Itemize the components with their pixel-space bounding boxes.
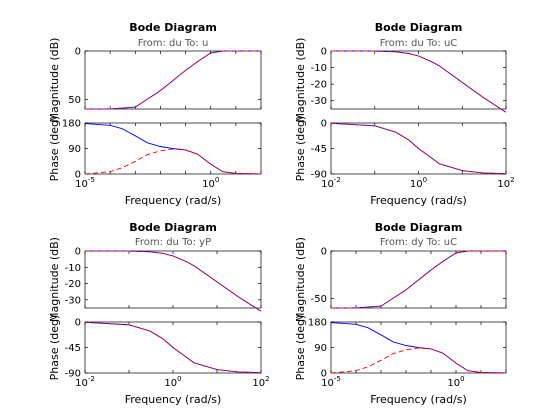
phase-ylabel: Phase (deg): [294, 315, 307, 381]
x-tick-label: 10-2: [321, 176, 341, 190]
magnitude-ylabel: Magnitude (dB): [48, 38, 61, 123]
x-tick-label: 10-2: [75, 375, 95, 389]
phase-ylabel: Phase (deg): [294, 116, 307, 182]
y-tick-label: 0: [75, 47, 81, 58]
phase-axes: 180 90 0 Phase (deg): [294, 315, 507, 381]
plot-title: Bode Diagram: [375, 221, 463, 234]
phase-series-line-2: [84, 148, 262, 175]
y-tick-label: 0: [321, 247, 327, 258]
phase-axes: 0 -45 -90 Phase (deg): [48, 315, 262, 381]
plot-subtitle: From: du To: yP: [135, 237, 211, 248]
x-tick-label: 100: [410, 176, 427, 190]
y-tick-label: 0: [75, 318, 81, 329]
magnitude-ylabel: Magnitude (dB): [294, 237, 307, 322]
y-tick-label: 90: [314, 343, 327, 354]
magnitude-ylabel: Magnitude (dB): [294, 38, 307, 123]
plot-title: Bode Diagram: [375, 21, 463, 34]
y-tick-label: -50: [311, 294, 327, 305]
y-tick-label: -90: [311, 170, 327, 181]
magnitude-axes: 0 -10 -20 -30 Magnitude (dB): [294, 38, 507, 123]
y-tick-label: 0: [321, 369, 327, 380]
phase-series-line-2: [84, 321, 262, 374]
x-tick-label: 10-5: [321, 375, 341, 389]
y-tick-label: -10: [65, 263, 81, 274]
magnitude-axes: 0 -50 Magnitude (dB): [294, 237, 507, 322]
magnitude-frame: [330, 50, 507, 110]
magnitude-axes: 0 -10 -20 -30 Magnitude (dB): [48, 237, 262, 322]
phase-ylabel: Phase (deg): [48, 315, 61, 381]
y-tick-label: -45: [311, 144, 327, 155]
magnitude-ylabel: Magnitude (dB): [48, 237, 61, 322]
x-axis-label: Frequency (rad/s): [125, 393, 222, 406]
x-tick-label: 100: [164, 375, 181, 389]
magnitude-series-line-2: [331, 50, 507, 113]
y-tick-label: 0: [321, 47, 327, 58]
x-tick-label: 10-5: [75, 176, 95, 190]
magnitude-series-line-2: [85, 250, 262, 312]
y-tick-label: 50: [68, 95, 81, 106]
x-axis-label: Frequency (rad/s): [370, 194, 467, 207]
bode-plot-1: Bode Diagram From: du To: u 0 50 Magnitude (…: [48, 21, 262, 207]
magnitude-frame: [84, 250, 262, 309]
y-tick-label: 0: [75, 170, 81, 181]
plot-title: Bode Diagram: [129, 221, 217, 234]
x-tick-label: 102: [497, 176, 514, 190]
y-tick-label: 90: [68, 144, 81, 155]
bode-plot-3: Bode Diagram From: du To: yP 0 -10 -20 -30 Mag…: [48, 221, 270, 406]
plot-subtitle: From: du To: uC: [380, 38, 458, 49]
x-tick-label: 100: [447, 375, 464, 389]
phase-series-line-2: [330, 347, 507, 374]
x-axis-label: Frequency (rad/s): [370, 393, 467, 406]
y-tick-label: -90: [65, 369, 81, 380]
x-tick-label: 102: [252, 375, 269, 389]
plot-subtitle: From: du To: u: [138, 38, 209, 49]
magnitude-series-line-2: [331, 250, 506, 309]
phase-ylabel: Phase (deg): [48, 116, 61, 182]
y-tick-label: 0: [75, 247, 81, 258]
plot-title: Bode Diagram: [129, 21, 217, 34]
magnitude-axes: 0 50 Magnitude (dB): [48, 38, 262, 123]
y-tick-label: -20: [65, 279, 81, 290]
phase-series-line-2: [330, 122, 507, 175]
x-tick-label: 100: [202, 176, 219, 190]
y-tick-label: -20: [311, 80, 327, 91]
phase-axes: 0 -45 -90 Phase (deg): [294, 116, 507, 182]
bode-plot-2: Bode Diagram From: du To: uC 0 -10 -20 -30 Mag…: [294, 21, 515, 207]
phase-axes: 180 90 0 Phase (deg): [48, 116, 262, 182]
y-tick-label: -30: [311, 96, 327, 107]
y-tick-label: 180: [308, 318, 327, 329]
bode-plot-4: Bode Diagram From: dy To: uC 0 -50 Magnitude…: [294, 221, 507, 406]
x-axis-label: Frequency (rad/s): [125, 194, 222, 207]
y-tick-label: -30: [65, 295, 81, 306]
plot-subtitle: From: dy To: uC: [380, 237, 457, 248]
magnitude-series-line-2: [85, 50, 261, 110]
y-tick-label: -10: [311, 63, 327, 74]
y-tick-label: -45: [65, 343, 81, 354]
y-tick-label: 180: [62, 119, 81, 130]
y-tick-label: 0: [321, 119, 327, 130]
